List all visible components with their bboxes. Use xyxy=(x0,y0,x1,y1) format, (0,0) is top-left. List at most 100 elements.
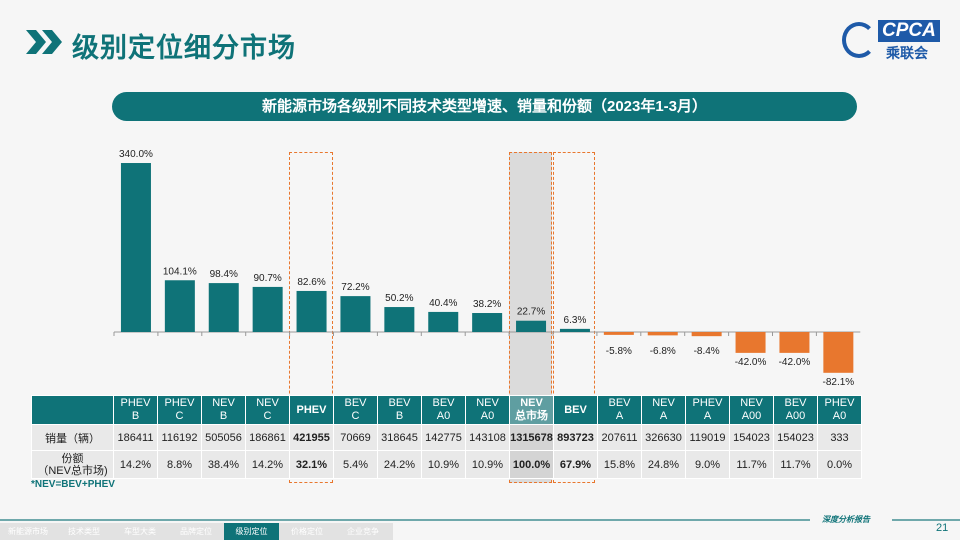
column-header: BEV C xyxy=(333,395,378,425)
tab-6[interactable]: 企业竞争 xyxy=(347,527,379,536)
table-cell: 421955 xyxy=(289,424,334,451)
tab-3[interactable]: 品牌定位 xyxy=(180,527,212,536)
page-number: 21 xyxy=(936,522,949,534)
column-header: BEV B xyxy=(377,395,422,425)
table-cell: 8.8% xyxy=(157,450,202,479)
table-cell: 14.2% xyxy=(113,450,158,479)
data-label: 22.7% xyxy=(517,307,545,318)
table-cell: 186861 xyxy=(245,424,290,451)
bar xyxy=(252,286,283,332)
table-cell: 38.4% xyxy=(201,450,246,479)
bar xyxy=(823,332,854,373)
column-header: BEV A0 xyxy=(421,395,466,425)
footer-line-right xyxy=(892,519,960,521)
bar xyxy=(735,332,766,353)
table-cell: 24.2% xyxy=(377,450,422,479)
highlight-phev xyxy=(289,152,333,483)
table-cell: 119019 xyxy=(685,424,730,451)
tab-1[interactable]: 技术类型 xyxy=(68,527,100,536)
table-cell: 326630 xyxy=(641,424,686,451)
data-label: 50.2% xyxy=(385,293,413,304)
table-cell: 143108 xyxy=(465,424,510,451)
slogan: 深度分析报告 xyxy=(822,515,870,524)
data-label: -5.8% xyxy=(606,346,632,357)
header-corner xyxy=(31,395,114,425)
table-cell: 505056 xyxy=(201,424,246,451)
table-cell: 318645 xyxy=(377,424,422,451)
bar-chart: 340.0% 104.1% 98.4% 90.7% 82.6% 72.2% 50.2% 40.… xyxy=(113,149,861,388)
bar xyxy=(516,320,547,332)
bar xyxy=(120,163,151,332)
chevron-icon xyxy=(26,30,62,54)
table-cell: 32.1% xyxy=(289,450,334,479)
table-cell: 14.2% xyxy=(245,450,290,479)
highlight-bev xyxy=(553,152,595,483)
data-label: 6.3% xyxy=(564,315,587,326)
bar xyxy=(603,332,634,335)
table-cell: 154023 xyxy=(773,424,818,451)
data-label: -42.0% xyxy=(735,357,767,368)
table-cell: 10.9% xyxy=(421,450,466,479)
column-header: BEV A xyxy=(597,395,642,425)
column-header: PHEV B xyxy=(113,395,158,425)
table-cell: 5.4% xyxy=(333,450,378,479)
bar xyxy=(208,283,239,332)
data-label: 340.0% xyxy=(119,149,153,160)
column-header: PHEV A xyxy=(685,395,730,425)
table-cell: 154023 xyxy=(729,424,774,451)
data-label: 82.6% xyxy=(297,277,325,288)
table-cell: 333 xyxy=(817,424,862,451)
data-label: 90.7% xyxy=(253,273,281,284)
bar xyxy=(296,290,327,332)
bar xyxy=(340,296,371,332)
table-cell: 1315678 xyxy=(509,424,554,451)
table-cell: 0.0% xyxy=(817,450,862,479)
table-cell: 116192 xyxy=(157,424,202,451)
table-cell: 70669 xyxy=(333,424,378,451)
column-header: PHEV C xyxy=(157,395,202,425)
data-label: 98.4% xyxy=(210,269,238,280)
table-cell: 15.8% xyxy=(597,450,642,479)
tab-0[interactable]: 新能源市场 xyxy=(8,527,48,536)
bar xyxy=(647,332,678,336)
column-header: NEV A xyxy=(641,395,686,425)
row-label: 销量（辆） xyxy=(31,424,114,451)
bar xyxy=(164,280,195,332)
tab-4[interactable]: 级别定位 xyxy=(224,523,279,540)
table-cell: 67.9% xyxy=(553,450,598,479)
column-header: NEV B xyxy=(201,395,246,425)
column-header: BEV A00 xyxy=(773,395,818,425)
table-cell: 142775 xyxy=(421,424,466,451)
data-label: -6.8% xyxy=(650,346,676,357)
data-label: -42.0% xyxy=(779,357,811,368)
table-cell: 11.7% xyxy=(773,450,818,479)
column-header: NEV 总市场 xyxy=(509,395,554,425)
table-cell: 207611 xyxy=(597,424,642,451)
data-label: -82.1% xyxy=(823,377,855,388)
table-cell: 10.9% xyxy=(465,450,510,479)
bar xyxy=(428,311,459,332)
footnote: *NEV=BEV+PHEV xyxy=(31,479,115,490)
table-cell: 9.0% xyxy=(685,450,730,479)
column-header: NEV A0 xyxy=(465,395,510,425)
column-header: PHEV xyxy=(289,395,334,425)
column-header: NEV A00 xyxy=(729,395,774,425)
page-title: 级别定位细分市场 xyxy=(72,33,296,63)
tab-2[interactable]: 车型大类 xyxy=(124,527,156,536)
column-header: NEV C xyxy=(245,395,290,425)
data-label: 40.4% xyxy=(429,298,457,309)
column-header: PHEV A0 xyxy=(817,395,862,425)
bar xyxy=(472,313,503,332)
column-header: BEV xyxy=(553,395,598,425)
data-label: 72.2% xyxy=(341,282,369,293)
bar xyxy=(559,328,590,332)
table-cell: 11.7% xyxy=(729,450,774,479)
data-label: -8.4% xyxy=(694,346,720,357)
data-table: PHEV B PHEV C NEV B NEV C PHEV BEV C BEV B BEV A0 NEV A0… xyxy=(31,395,862,479)
footer-line xyxy=(0,519,810,521)
tab-5[interactable]: 价格定位 xyxy=(291,527,323,536)
bar xyxy=(384,307,415,332)
table-cell: 893723 xyxy=(553,424,598,451)
table-cell: 100.0% xyxy=(509,450,554,479)
data-label: 104.1% xyxy=(163,266,197,277)
